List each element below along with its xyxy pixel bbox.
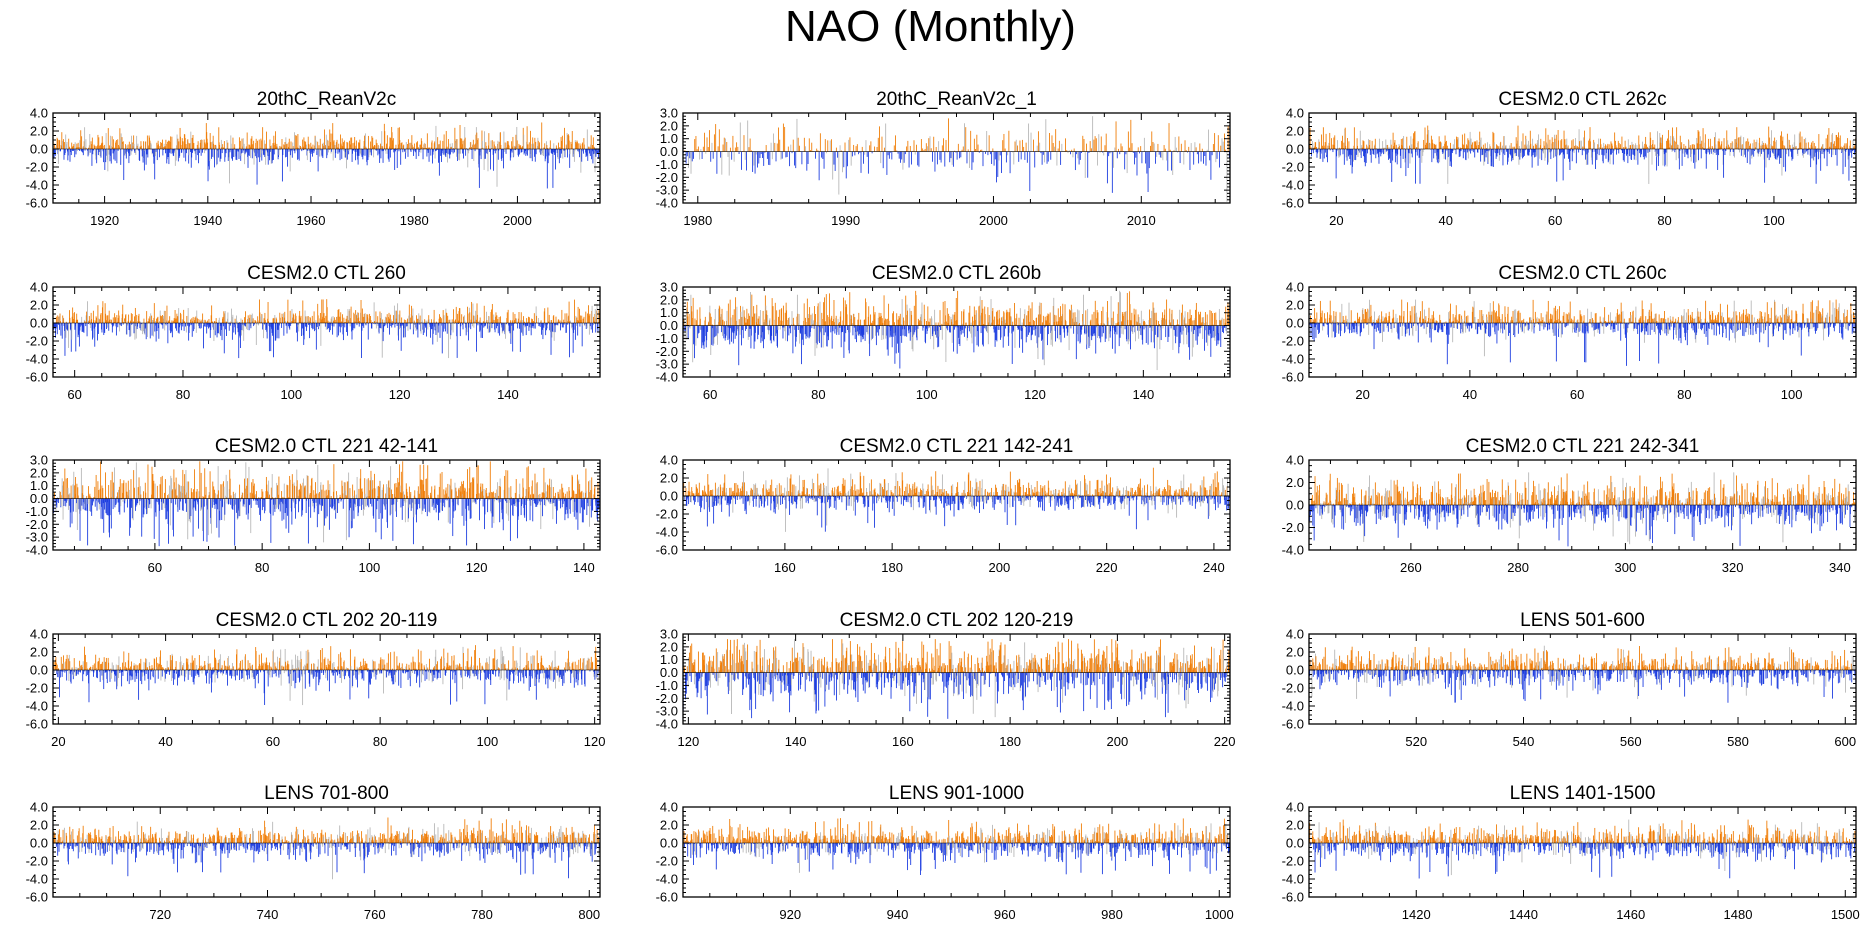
x-tick-label: 120 xyxy=(389,387,411,402)
chart-title: CESM2.0 CTL 260b xyxy=(872,263,1041,284)
x-tick-label: 2000 xyxy=(503,213,532,228)
data-bars xyxy=(682,290,1231,371)
y-tick-label: 2.0 xyxy=(1286,124,1304,139)
chart-panel-2: 20thC_ReanV2c_1 3.02.01.00.0-1.0-2.0-3.0-… xyxy=(656,89,1231,228)
x-tick-label: 60 xyxy=(67,387,81,402)
x-tick-label: 80 xyxy=(176,387,190,402)
x-tick-label: 1980 xyxy=(400,213,429,228)
x-tick-label: 20 xyxy=(1329,213,1343,228)
x-tick-label: 140 xyxy=(497,387,519,402)
y-tick-label: 0.0 xyxy=(30,316,48,331)
y-tick-label: -6.0 xyxy=(26,196,48,211)
y-tick-label: 1.0 xyxy=(660,131,678,146)
x-tick-label: 1990 xyxy=(831,213,860,228)
chart-title: 20thC_ReanV2c xyxy=(257,89,396,110)
y-tick-label: -2.0 xyxy=(26,160,48,175)
chart-title: CESM2.0 CTL 260 xyxy=(247,263,406,284)
y-tick-label: 0.0 xyxy=(660,144,678,159)
y-tick-label: 2.0 xyxy=(660,118,678,133)
y-tick-label: -2.0 xyxy=(656,170,678,185)
y-tick-label: -4.0 xyxy=(656,196,678,211)
chart-title: CESM2.0 CTL 262c xyxy=(1498,89,1666,110)
y-tick-label: 0.0 xyxy=(1286,142,1304,157)
y-tick-label: -1.0 xyxy=(656,157,678,172)
data-bars xyxy=(1308,125,1857,184)
y-tick-label: 2.0 xyxy=(30,298,48,313)
x-tick-label: 1980 xyxy=(683,213,712,228)
y-tick-label: -4.0 xyxy=(26,352,48,367)
chart-panel-4: CESM2.0 CTL 260 4.0 2.0 0.0 -2.0 -4.0 -6.0 60 80… xyxy=(26,263,601,402)
data-bars xyxy=(52,122,601,189)
x-tick-label: 40 xyxy=(1439,213,1453,228)
x-tick-label: 80 xyxy=(1657,213,1671,228)
y-tick-label: -6.0 xyxy=(26,370,48,385)
chart-panel-1: 20thC_ReanV2c 4.0 2.0 0.0 -2.0 -4.0 -6.0 1920 19… xyxy=(26,89,601,228)
y-tick-label: 3.0 xyxy=(660,106,678,121)
y-tick-label: -4.0 xyxy=(1282,178,1304,193)
y-tick-label: -3.0 xyxy=(656,183,678,198)
y-tick-label: 4.0 xyxy=(30,280,48,295)
y-tick-label: 0.0 xyxy=(30,142,48,157)
chart-title: 20thC_ReanV2c_1 xyxy=(876,89,1037,110)
y-tick-label: 4.0 xyxy=(30,106,48,121)
y-tick-label: 4.0 xyxy=(1286,106,1304,121)
data-bars xyxy=(683,116,1230,202)
chart-panel-3: CESM2.0 CTL 262c 4.0 2.0 0.0 -2.0 -4.0 -6.0 20 4… xyxy=(1282,89,1857,228)
x-tick-label: 60 xyxy=(1548,213,1562,228)
data-bars xyxy=(52,299,601,359)
plot-frame xyxy=(1308,112,1857,204)
page-title: NAO (Monthly) xyxy=(785,2,1076,51)
x-tick-label: 100 xyxy=(280,387,302,402)
y-tick-label: -2.0 xyxy=(1282,160,1304,175)
x-tick-label: 1960 xyxy=(297,213,326,228)
x-tick-label: 100 xyxy=(1763,213,1785,228)
x-tick-label: 1940 xyxy=(193,213,222,228)
x-tick-label: 2010 xyxy=(1127,213,1156,228)
y-tick-label: 2.0 xyxy=(30,124,48,139)
y-tick-label: -4.0 xyxy=(26,178,48,193)
x-tick-label: 2000 xyxy=(979,213,1008,228)
y-tick-label: -6.0 xyxy=(1282,196,1304,211)
x-tick-label: 1920 xyxy=(90,213,119,228)
y-tick-label: -2.0 xyxy=(26,334,48,349)
chart-panel-5: CESM2.0 CTL 260b3.02.01.00.0-1.0-2.0-3.0… xyxy=(656,263,1231,402)
